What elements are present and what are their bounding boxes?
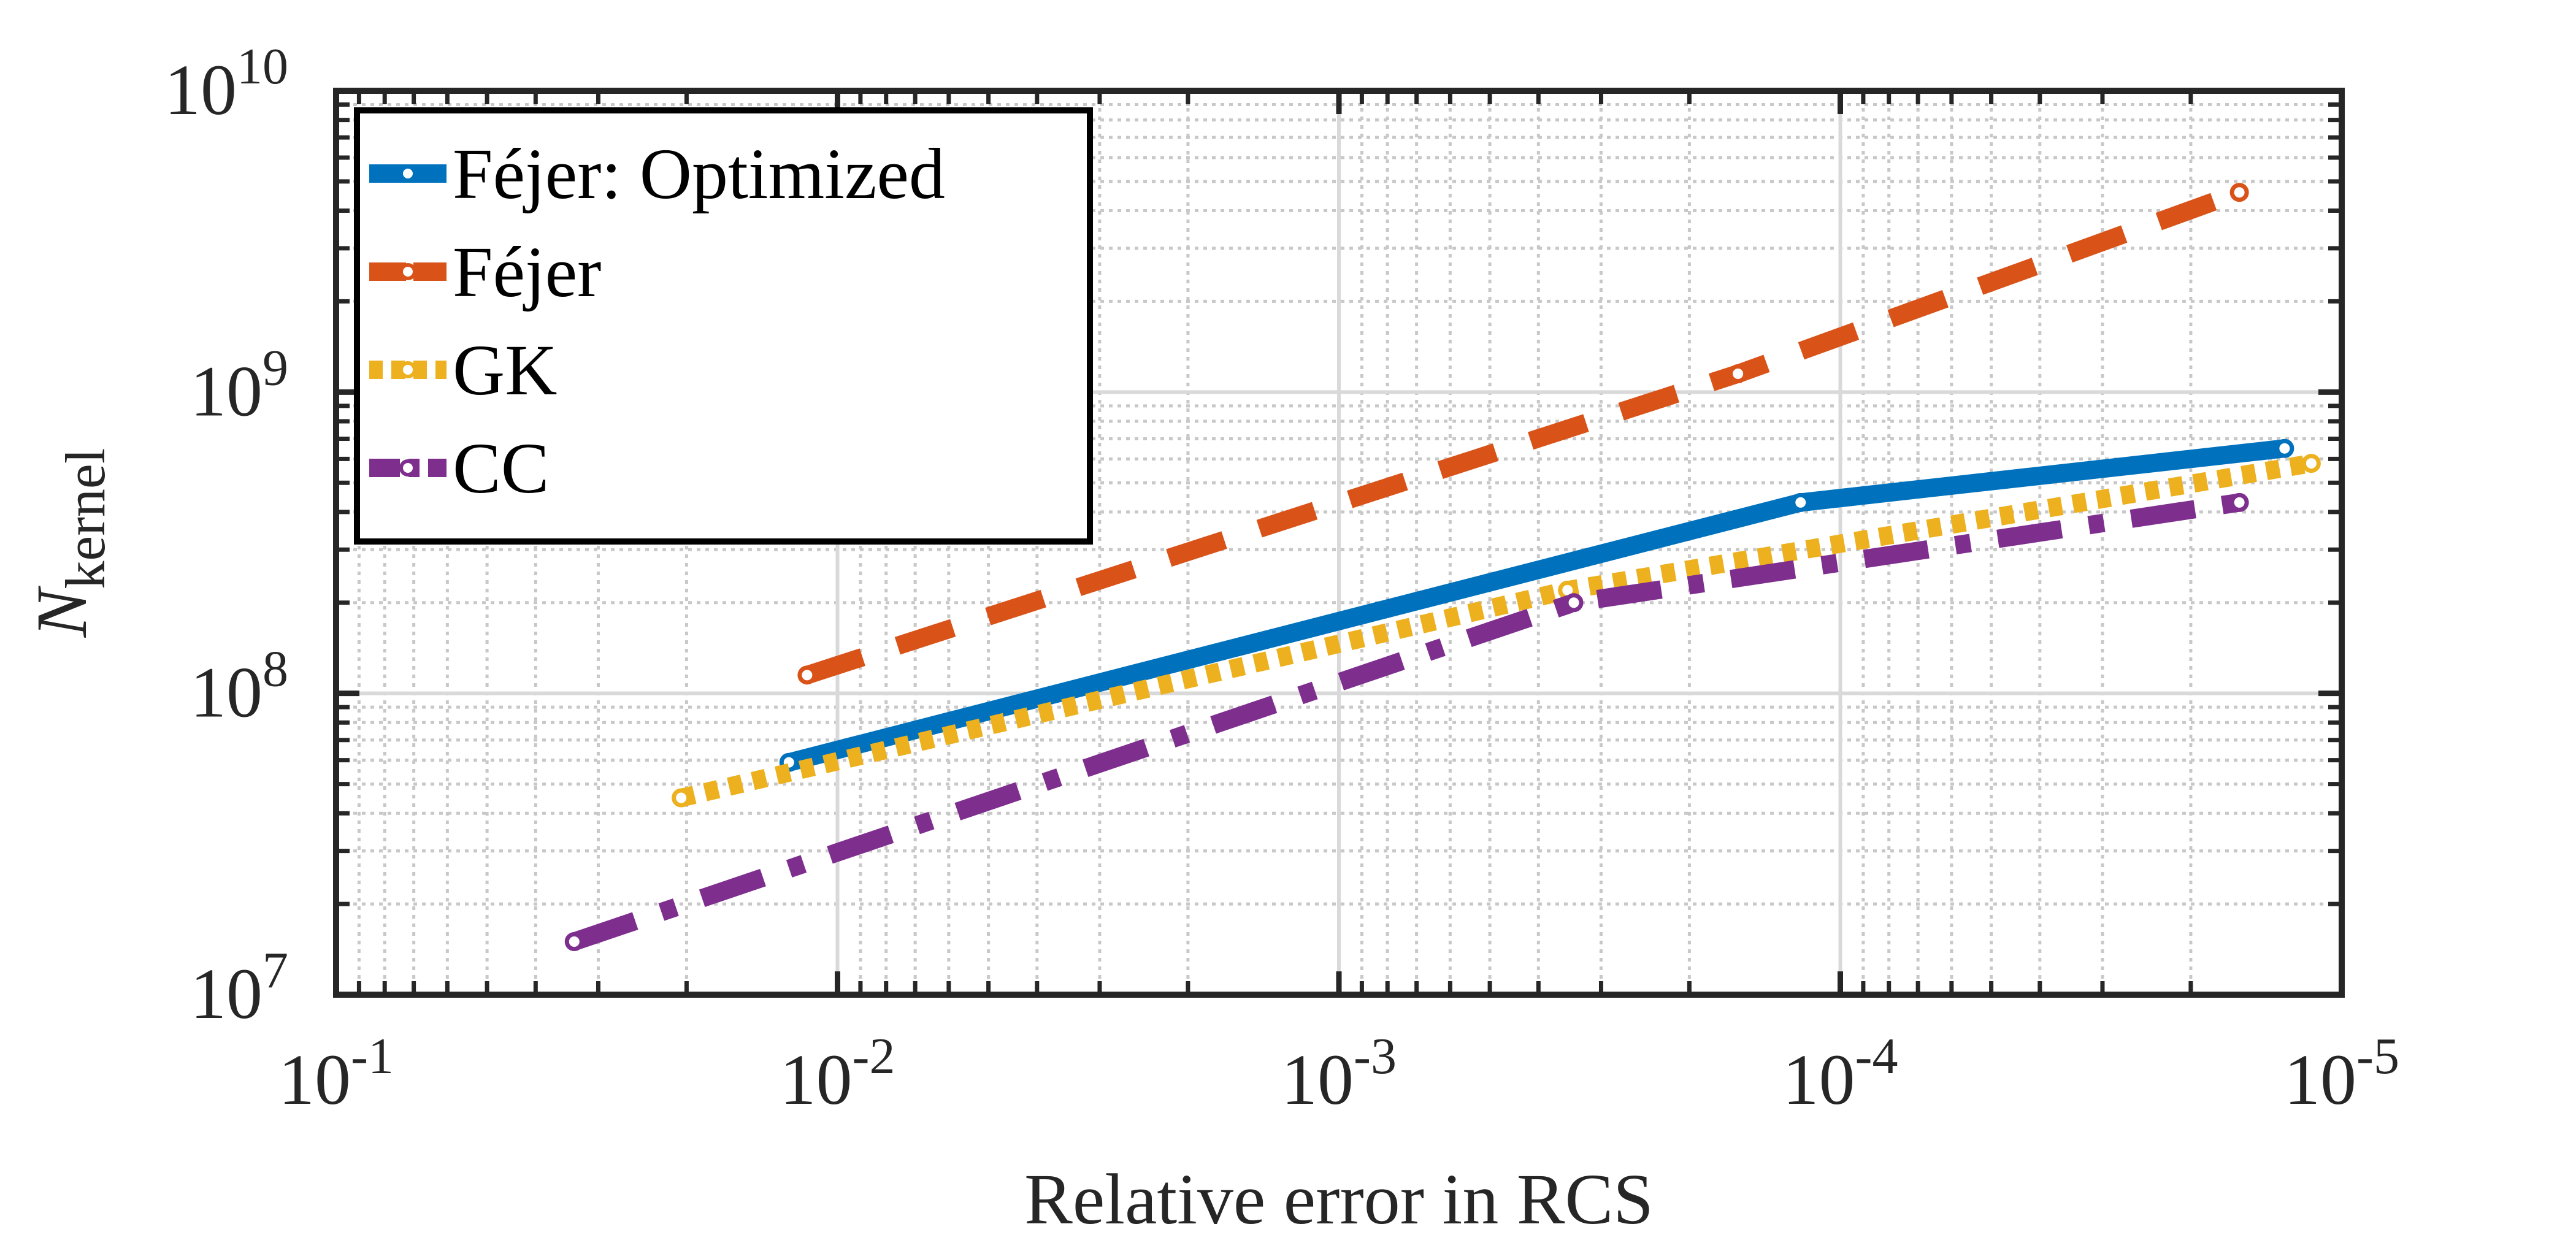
x-tick-labels: 10-1 10-2 10-3 10-4 10-5 — [278, 1028, 2399, 1120]
x-tick-label-exponent: -2 — [853, 1028, 895, 1085]
x-tick-label-base: 10 — [2284, 1039, 2356, 1120]
y-tick-label-exponent: 10 — [237, 38, 288, 95]
series-layer — [564, 183, 2321, 951]
data-point — [2275, 438, 2294, 458]
y-axis-title-subscript: kernel — [54, 448, 117, 589]
x-tick-label: 10-1 — [278, 1028, 394, 1120]
legend-entry: Féjer: Optimized — [369, 134, 945, 214]
data-point — [1791, 492, 1811, 512]
y-tick-label: 107 — [190, 942, 288, 1034]
data-point — [1564, 593, 1584, 613]
data-point — [564, 932, 584, 951]
legend-marker — [399, 165, 416, 182]
x-axis-title: Relative error in RCS — [1024, 1159, 1654, 1239]
series-gk — [672, 454, 2321, 808]
x-tick-label-base: 10 — [1783, 1039, 1855, 1120]
x-tick-label-base: 10 — [780, 1039, 853, 1120]
y-tick-label: 108 — [190, 641, 288, 733]
x-tick-label-base: 10 — [278, 1039, 351, 1120]
y-tick-label-exponent: 7 — [263, 942, 288, 999]
data-point — [797, 665, 817, 685]
y-tick-label-base: 10 — [190, 652, 263, 733]
x-tick-label: 10-2 — [780, 1028, 895, 1120]
legend-entry: CC — [369, 428, 549, 508]
data-point — [672, 788, 691, 808]
x-tick-label-exponent: -4 — [1855, 1028, 1898, 1085]
x-tick-label-base: 10 — [1281, 1039, 1354, 1120]
legend-marker — [399, 361, 416, 378]
y-tick-label: 109 — [190, 339, 288, 431]
legend-marker — [399, 459, 416, 476]
x-tick-label: 10-4 — [1783, 1028, 1898, 1120]
series-f-jer — [797, 183, 2249, 685]
legend-label: GK — [453, 330, 557, 410]
legend-label: Féjer — [453, 232, 601, 312]
x-tick-label-exponent: -5 — [2356, 1028, 2399, 1085]
data-point — [2229, 492, 2249, 512]
legend: Féjer: Optimized Féjer GK CC — [354, 107, 1093, 545]
y-tick-label: 1010 — [164, 38, 288, 130]
series-f-jer-optimized — [779, 438, 2294, 772]
data-point — [2229, 183, 2249, 202]
y-tick-label-base: 10 — [190, 351, 263, 431]
legend-marker — [399, 263, 416, 280]
x-tick-label-exponent: -3 — [1354, 1028, 1397, 1085]
legend-entries: Féjer: Optimized Féjer GK CC — [369, 134, 945, 508]
legend-box — [354, 107, 1093, 545]
y-tick-label-base: 10 — [164, 50, 237, 130]
y-tick-label-base: 10 — [190, 954, 263, 1034]
legend-label: Féjer: Optimized — [453, 134, 945, 214]
y-axis-title-base: N — [21, 585, 102, 638]
x-tick-label: 10-5 — [2284, 1028, 2399, 1120]
series-cc — [564, 492, 2249, 951]
legend-label: CC — [453, 428, 549, 508]
y-tick-label-exponent: 9 — [263, 339, 288, 396]
axis-ticks — [333, 88, 2345, 998]
legend-entry: Féjer — [369, 232, 601, 312]
y-tick-label-exponent: 8 — [263, 641, 288, 698]
y-axis-title: Nkernel — [21, 448, 117, 638]
data-point — [2301, 454, 2321, 473]
series-line — [571, 493, 2241, 951]
data-point — [1728, 364, 1748, 384]
x-tick-label-exponent: -1 — [351, 1028, 394, 1085]
x-tick-label: 10-3 — [1281, 1028, 1397, 1120]
legend-entry: GK — [369, 330, 557, 410]
